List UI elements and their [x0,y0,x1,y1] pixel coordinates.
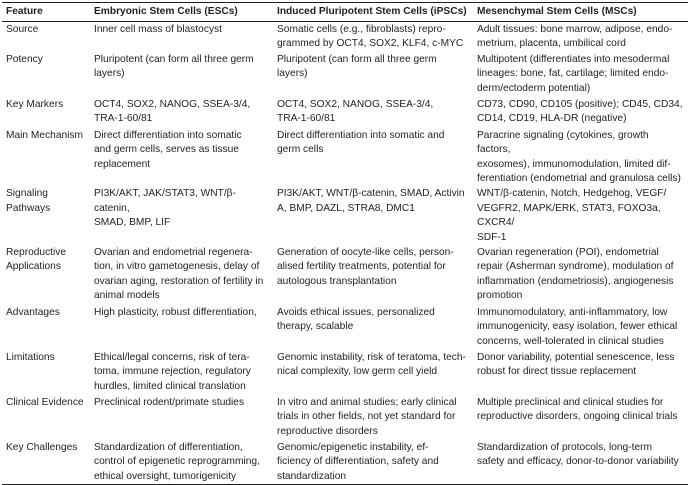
table-cell: Avoids ethical issues, personalized ther… [277,307,435,333]
table-cell: WNT/β-catenin, Notch, Hedgehog, VEGF/ VE… [477,188,667,243]
table-row: Source Inner cell mass of blastocyst Somat… [2,22,688,52]
table-cell: Donor variability, potential senescence,… [477,352,675,378]
table-cell: Somatic cells (e.g., fibroblasts) repro-… [277,24,464,50]
row-label: Signaling Pathways [6,188,51,214]
header-mscs: Mesenchymal Stem Cells (MSCs) [473,2,688,22]
table-cell: Inner cell mass of blastocyst [94,24,222,35]
table-cell: OCT4, SOX2, NANOG, SSEA-3/4, TRA-1-60/81 [277,98,434,125]
table-row: Limitations Ethical/legal concerns, risk … [2,350,688,395]
table-cell: Immunomodulatory, anti-inflammatory, low… [477,307,678,347]
table-cell: Direct differentiation into somatic and … [94,129,242,170]
table-row: Reproductive Applications Ovarian and end… [2,245,688,305]
table-row: Potency Pluripotent (can form all three g… [2,52,688,97]
table-cell: Pluripotent (can form all three germ lay… [94,53,254,80]
table-row: Signaling Pathways PI3K/AKT, JAK/STAT3, W… [2,186,688,245]
table-row: Key Challenges Standardization of differe… [2,440,688,485]
table-cell: Multipotent (differentiates into mesoder… [477,53,670,94]
row-label: Clinical Evidence [6,397,84,409]
row-label: Key Markers [6,98,64,110]
table-cell: Standardization of differentiation, cont… [90,440,273,485]
table-cell: Paracrine signaling (cytokines, growth f… [477,129,681,185]
table-row: Clinical Evidence Preclinical rodent/prim… [2,395,688,440]
table-cell: Genomic/epigenetic instability, ef- fici… [273,440,473,485]
table-cell: Adult tissues: bone marrow, adipose, end… [477,24,673,50]
table-cell: PI3K/AKT, WNT/β-catenin, SMAD, Activin A… [277,188,465,214]
table-cell: Multiple preclinical and clinical studie… [477,397,678,423]
table-row: Main Mechanism Direct differentiation int… [2,128,688,187]
header-row: Feature Embryonic Stem Cells (ESCs) Indu… [2,2,688,22]
row-label: Potency [6,53,43,65]
table-cell: OCT4, SOX2, NANOG, SSEA-3/4, TRA-1-60/81 [94,98,251,125]
table-row: Key Markers OCT4, SOX2, NANOG, SSEA-3/4, … [2,97,688,128]
table-cell: CD73, CD90, CD105 (positive); CD45, CD34… [477,98,683,125]
table-cell: High plasticity, robust differentiation, [94,307,257,319]
table-cell: Ovarian regeneration (POI), endometrial … [477,247,674,302]
table-cell: Generation of oocyte-like cells, person-… [277,247,454,287]
table-cell: Standardization of protocols, long-term … [473,440,688,485]
table-cell: PI3K/AKT, JAK/STAT3, WNT/β-catenin, SMAD… [94,188,236,229]
table-cell: In vitro and animal studies; early clini… [277,397,457,437]
row-label: Advantages [6,307,60,319]
table-cell: Direct differentiation into somatic and … [277,129,445,156]
table-cell: Pluripotent (can form all three germ lay… [277,53,437,80]
header-feature: Feature [2,2,90,22]
header-escs: Embryonic Stem Cells (ESCs) [90,2,273,22]
row-label: Key Challenges [2,440,90,485]
table-cell: Ovarian and endometrial regenera- tion, … [94,247,264,302]
row-label: Main Mechanism [6,129,83,141]
row-label: Reproductive Applications [6,247,67,273]
table-cell: Preclinical rodent/primate studies [94,397,245,409]
table-cell: Ethical/legal concerns, risk of tera- to… [94,352,251,392]
table-cell: Genomic instability, risk of teratoma, t… [277,352,466,378]
header-ipscs: Induced Pluripotent Stem Cells (iPSCs) [273,2,473,22]
row-label: Source [6,24,39,35]
table-row: Advantages High plasticity, robust differ… [2,305,688,350]
row-label: Limitations [6,352,55,364]
